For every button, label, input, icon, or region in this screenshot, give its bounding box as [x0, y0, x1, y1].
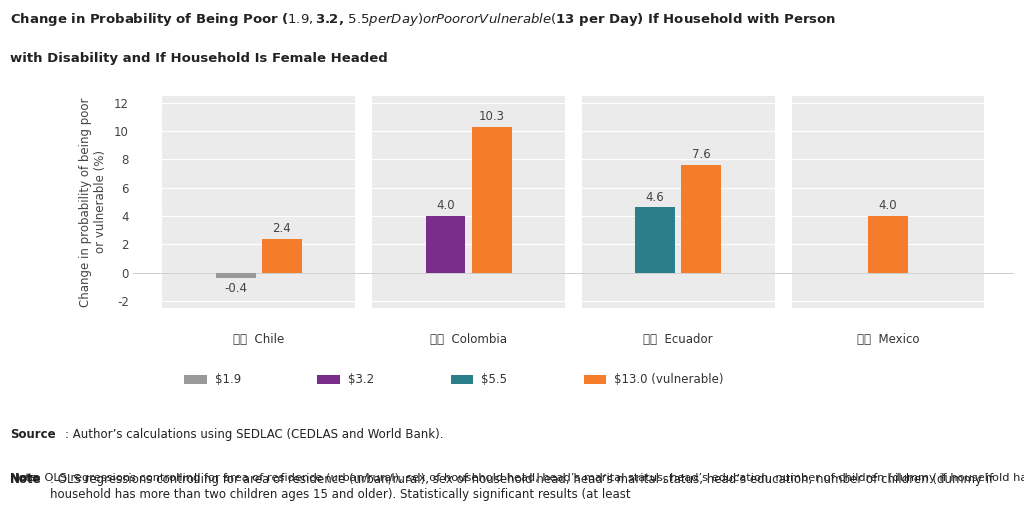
Bar [163, 96, 355, 308]
Text: 7.6: 7.6 [692, 149, 711, 161]
Text: 4.6: 4.6 [646, 191, 665, 204]
Bar [184, 375, 207, 384]
Text: Change in Probability of Being Poor ($1.9, $3.2, $5.5 per Day) or Poor or Vulner: Change in Probability of Being Poor ($1.… [10, 11, 837, 28]
Text: $3.2: $3.2 [348, 373, 375, 386]
Text: Note: Note [10, 473, 42, 485]
Bar [372, 96, 565, 308]
Bar [681, 165, 721, 272]
Text: Note: Note [10, 473, 41, 483]
Bar [317, 375, 340, 384]
Bar [635, 208, 675, 272]
Bar [426, 216, 466, 272]
Text: Source: Source [10, 428, 56, 441]
Bar [868, 216, 908, 272]
Bar [792, 96, 984, 308]
Text: 4.0: 4.0 [879, 200, 897, 212]
Bar [262, 238, 302, 272]
Text: $1.9: $1.9 [215, 373, 242, 386]
Text: with Disability and If Household Is Female Headed: with Disability and If Household Is Fema… [10, 52, 388, 64]
Text: 🇲🇽  Mexico: 🇲🇽 Mexico [857, 333, 920, 346]
Text: $5.5: $5.5 [481, 373, 507, 386]
Text: 🇪🇨  Ecuador: 🇪🇨 Ecuador [643, 333, 713, 346]
Text: $13.0 (vulnerable): $13.0 (vulnerable) [614, 373, 724, 386]
Bar [216, 272, 256, 278]
Text: : OLS regressions controlling for area of residence (urban/rural), sex of househ: : OLS regressions controlling for area o… [50, 473, 993, 501]
Text: 4.0: 4.0 [436, 200, 455, 212]
Bar [451, 375, 473, 384]
Text: Note: OLS regressions controlling for area of residence (urban/rural), sex of ho: Note: OLS regressions controlling for ar… [10, 473, 1024, 483]
Text: 10.3: 10.3 [478, 110, 505, 123]
Text: 2.4: 2.4 [272, 222, 292, 235]
Text: 🇨🇱  Chile: 🇨🇱 Chile [233, 333, 285, 346]
Text: -0.4: -0.4 [224, 282, 248, 295]
Y-axis label: Change in probability of being poor
or vulnerable (%): Change in probability of being poor or v… [79, 97, 108, 306]
Bar [582, 96, 775, 308]
Text: 🇨🇴  Colombia: 🇨🇴 Colombia [430, 333, 507, 346]
Bar [472, 127, 512, 272]
Bar [584, 375, 606, 384]
Text: : Author’s calculations using SEDLAC (CEDLAS and World Bank).: : Author’s calculations using SEDLAC (CE… [66, 428, 444, 441]
